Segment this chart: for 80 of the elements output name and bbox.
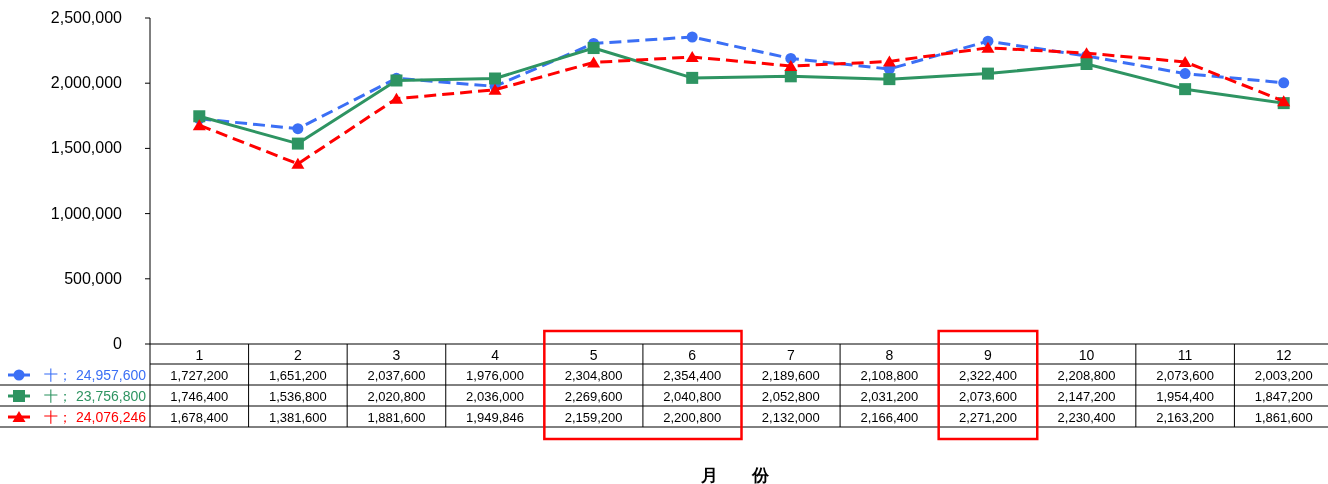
data-label: 2,031,200 [860,389,919,404]
x-tick-label: 10 [1078,347,1095,363]
point [587,56,601,68]
x-tick-label: 8 [885,347,894,363]
data-label: 2,040,800 [663,389,722,404]
legend-label: 十； 23,756,800 [44,388,147,404]
data-label: 2,073,600 [959,389,1017,404]
point [291,137,304,150]
x-tick-label: 3 [392,347,401,363]
point [1179,83,1192,96]
data-label: 1,746,400 [170,389,229,404]
point [489,72,502,85]
point [882,55,896,67]
point [192,119,206,131]
y-tick-label: 2,000,000 [50,74,123,92]
data-label: 2,230,400 [1057,410,1116,425]
y-tick-label: 500,000 [64,269,123,287]
data-label: 1,536,800 [268,389,327,404]
point [784,70,797,83]
point [587,42,600,55]
y-tick-label: 0 [113,335,123,352]
data-label: 2,269,600 [564,389,623,404]
data-label: 1,976,000 [466,368,524,383]
data-label: 2,052,800 [761,389,820,404]
data-label: 1,861,600 [1254,410,1313,425]
data-label: 1,949,846 [466,410,524,425]
data-label: 1,381,600 [268,410,327,425]
data-label: 2,271,200 [959,410,1017,425]
point [981,67,994,80]
data-label: 2,200,800 [663,410,722,425]
x-tick-label: 12 [1275,347,1292,363]
data-label: 1,678,400 [170,410,229,425]
x-tick-label: 5 [589,347,598,363]
data-label: 2,132,000 [761,410,820,425]
x-tick-label: 1 [195,347,204,363]
data-label: 1,847,200 [1254,389,1313,404]
data-label: 2,147,200 [1057,389,1116,404]
data-label: 2,159,200 [564,410,623,425]
y-tick-label: 1,000,000 [50,204,123,222]
point [686,71,699,84]
data-label: 1,727,200 [170,368,229,383]
point [389,92,403,104]
data-label: 2,037,600 [367,368,426,383]
y-tick-label: 2,500,000 [50,9,123,26]
data-label: 2,003,200 [1254,368,1313,383]
x-tick-label: 9 [984,347,993,363]
point [883,73,896,86]
data-label: 2,208,800 [1057,368,1116,383]
legend-label: 十； 24,957,600 [44,367,147,383]
data-label: 2,036,000 [466,389,524,404]
point [686,31,698,43]
point [1179,68,1191,80]
point [1178,55,1192,67]
data-label: 2,073,600 [1156,368,1215,383]
data-label: 2,322,400 [959,368,1017,383]
data-label: 1,651,200 [268,368,327,383]
x-tick-label: 7 [786,347,795,363]
x-tick-label: 2 [293,347,302,363]
text: 月 份 [700,466,770,484]
data-label: 2,108,800 [860,368,919,383]
data-label: 2,020,800 [367,389,426,404]
point [1080,58,1093,71]
data-label: 2,189,600 [761,368,820,383]
x-tick-label: 11 [1177,347,1193,363]
data-label: 2,304,800 [564,368,623,383]
x-tick-label: 4 [491,347,500,363]
legend-label: 十； 24,076,246 [44,409,147,425]
y-tick-label: 1,500,000 [50,139,123,157]
data-label: 1,881,600 [367,410,426,425]
point [292,123,304,135]
point [291,157,305,169]
point [784,59,798,71]
data-label: 1,954,400 [1156,389,1215,404]
data-label: 2,354,400 [663,368,722,383]
point [981,41,995,53]
point [1278,77,1290,89]
data-label: 2,166,400 [860,410,919,425]
x-tick-label: 6 [688,347,697,363]
point [685,51,699,63]
data-label: 2,163,200 [1156,410,1215,425]
